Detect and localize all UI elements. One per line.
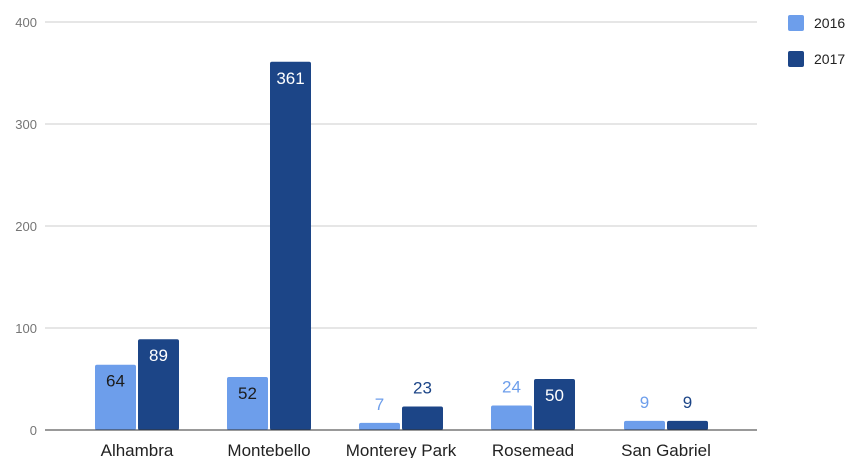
data-label-rosemead-2016: 24 xyxy=(502,378,521,397)
bar-monterey-park-2016 xyxy=(359,422,400,430)
category-label-rosemead: Rosemead xyxy=(492,441,574,458)
legend-swatch-2017 xyxy=(788,51,804,67)
data-label-rosemead-2017: 50 xyxy=(545,386,564,405)
category-label-montebello: Montebello xyxy=(227,441,310,458)
bar-alhambra-2016 xyxy=(95,364,136,430)
data-label-alhambra-2017: 89 xyxy=(149,346,168,365)
x-axis-categories: Alhambra Montebello Monterey Park Rosemead S… xyxy=(101,441,711,458)
legend-label-2016: 2016 xyxy=(814,15,845,31)
legend: 2016 2017 xyxy=(788,15,845,67)
bar-rosemead-2016 xyxy=(491,405,532,430)
data-label-montebello-2017: 361 xyxy=(276,69,304,88)
bar-monterey-park-2017 xyxy=(402,406,443,430)
data-label-monterey-park-2016: 7 xyxy=(375,395,384,414)
legend-label-2017: 2017 xyxy=(814,51,845,67)
category-label-san-gabriel: San Gabriel xyxy=(621,441,711,458)
y-tick-label-100: 100 xyxy=(15,321,37,336)
category-label-alhambra: Alhambra xyxy=(101,441,174,458)
data-label-alhambra-2016: 64 xyxy=(106,372,125,391)
data-label-san-gabriel-2017: 9 xyxy=(683,393,692,412)
category-label-monterey-park: Monterey Park xyxy=(346,441,457,458)
y-tick-label-200: 200 xyxy=(15,219,37,234)
bar-montebello-2016 xyxy=(227,376,268,430)
bar-rosemead-2017 xyxy=(534,379,575,430)
data-label-montebello-2016: 52 xyxy=(238,384,257,403)
legend-swatch-2016 xyxy=(788,15,804,31)
data-label-monterey-park-2017: 23 xyxy=(413,379,432,398)
bar-montebello-2017 xyxy=(270,61,311,430)
y-tick-label-400: 400 xyxy=(15,15,37,30)
y-axis-ticks: 0 100 200 300 400 xyxy=(15,15,37,438)
data-label-san-gabriel-2016: 9 xyxy=(640,393,649,412)
bar-san-gabriel-2017 xyxy=(667,420,708,430)
y-tick-label-0: 0 xyxy=(30,423,37,438)
gridlines xyxy=(45,21,757,329)
bar-san-gabriel-2016 xyxy=(624,420,665,430)
data-labels: 64 89 52 361 7 23 24 50 9 9 xyxy=(106,69,692,414)
y-tick-label-300: 300 xyxy=(15,117,37,132)
bar-alhambra-2017 xyxy=(138,339,179,430)
bars xyxy=(95,61,708,430)
